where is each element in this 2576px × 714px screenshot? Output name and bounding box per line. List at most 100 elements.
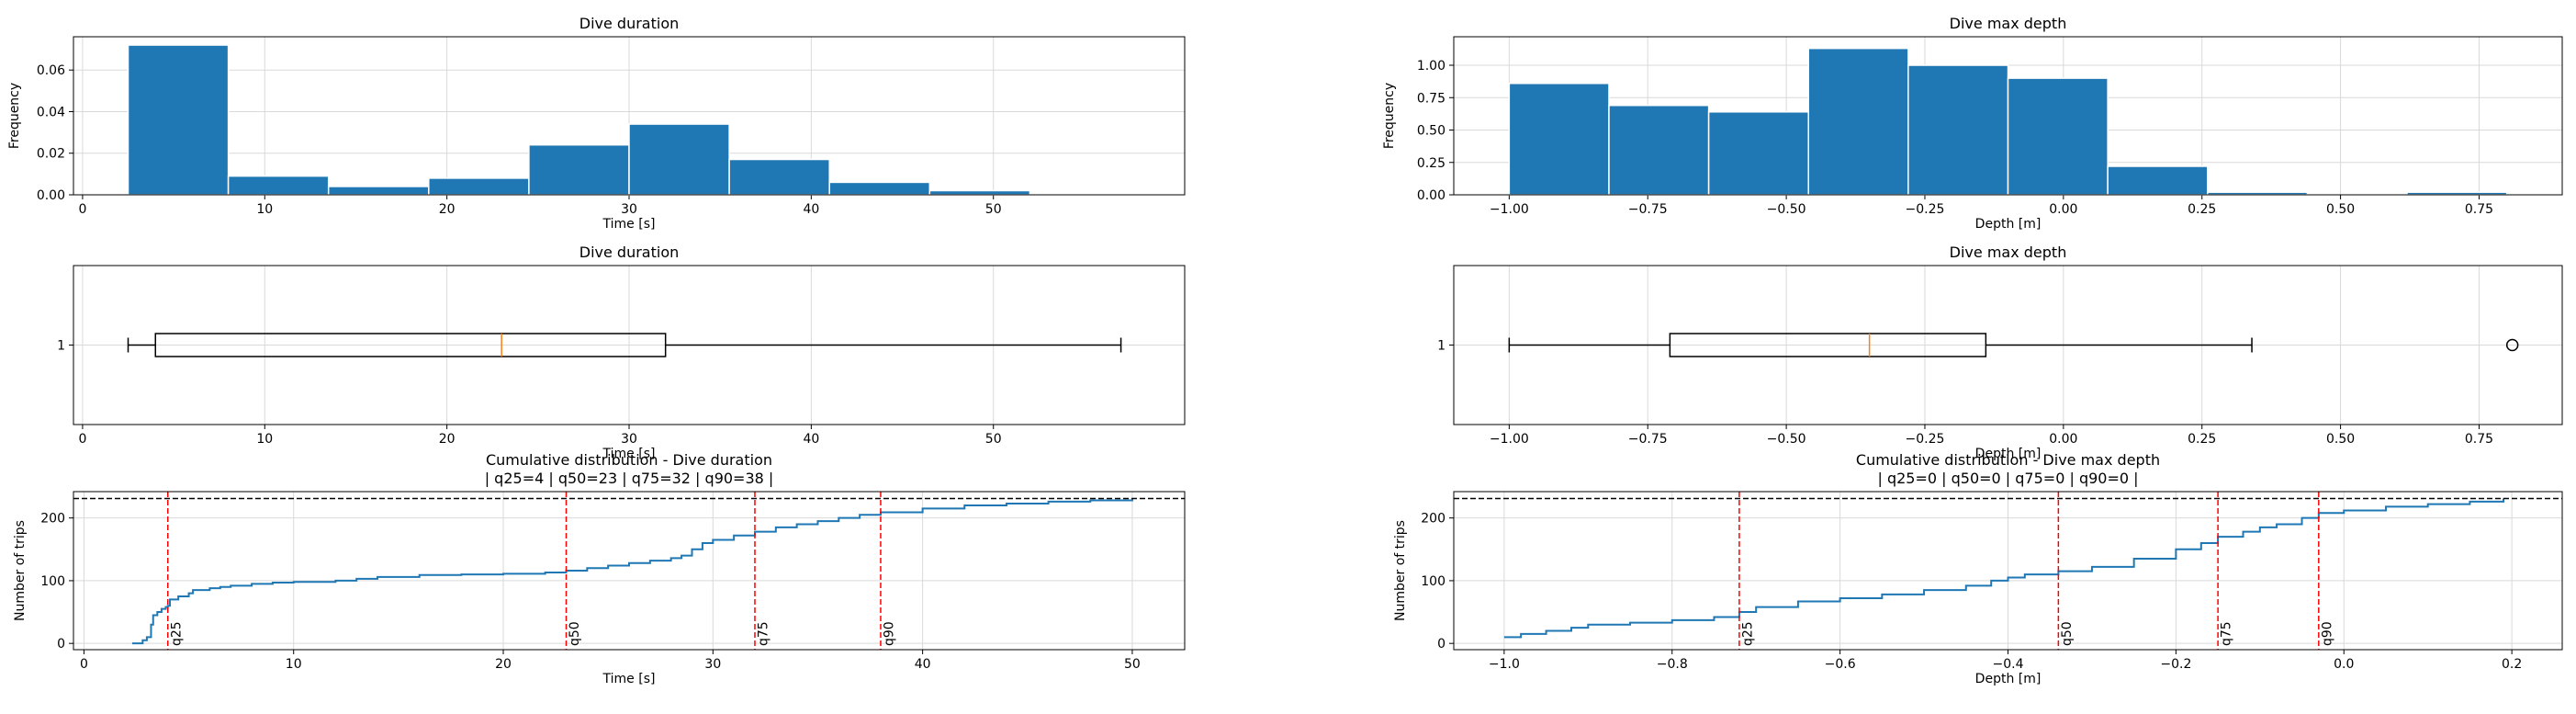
- x-tick-label: 0.00: [2049, 202, 2077, 217]
- x-tick-label: −0.4: [1993, 657, 2024, 672]
- x-tick-label: 0.25: [2188, 432, 2216, 447]
- x-tick-label: −0.50: [1767, 202, 1806, 217]
- plot-frame: [1453, 265, 2563, 425]
- histogram-bar: [728, 158, 830, 196]
- histogram-bar: [528, 143, 630, 196]
- x-tick-label: 0.0: [2334, 657, 2354, 672]
- y-tick-label: 100: [40, 574, 65, 589]
- histogram-bar: [1707, 111, 1809, 196]
- quantile-label: q50: [2060, 621, 2075, 646]
- x-tick-label: −0.75: [1628, 202, 1668, 217]
- x-tick-label: −0.2: [2160, 657, 2191, 672]
- box-outlier: [2505, 338, 2519, 352]
- y-tick-label: 0.04: [37, 105, 65, 119]
- y-axis-label: Frequency: [1382, 83, 1397, 149]
- x-axis-label: Time [s]: [602, 447, 656, 461]
- histogram-bar: [227, 175, 330, 196]
- x-tick-label: −1.0: [1489, 657, 1520, 672]
- x-tick-label: −1.00: [1490, 432, 1529, 447]
- x-tick-label: 0.25: [2188, 202, 2216, 217]
- x-axis-label: Depth [m]: [1975, 672, 2042, 686]
- quantile-label: q25: [169, 621, 184, 646]
- plot-frame: [73, 265, 1186, 425]
- y-tick-label: 100: [1421, 574, 1445, 589]
- x-tick-label: 0.75: [2465, 432, 2493, 447]
- histogram-bar: [1608, 104, 1710, 196]
- x-tick-label: 50: [1124, 657, 1141, 672]
- x-tick-label: 20: [439, 432, 456, 447]
- box-iqr: [1669, 333, 1987, 357]
- x-tick-label: −0.6: [1825, 657, 1856, 672]
- y-tick-label: 1: [57, 339, 65, 354]
- x-tick-label: 30: [621, 432, 637, 447]
- histogram-bar: [1907, 64, 2009, 196]
- x-tick-label: −0.50: [1767, 432, 1806, 447]
- chart-title: Cumulative distribution - Dive duration: [486, 451, 772, 469]
- x-tick-label: 40: [803, 432, 819, 447]
- quantile-label: q90: [2320, 621, 2334, 646]
- histogram-bar: [928, 189, 1031, 196]
- x-tick-label: 0.50: [2326, 432, 2355, 447]
- plot-frame: [1453, 491, 2563, 651]
- plot-frame: [1453, 36, 2563, 196]
- x-tick-label: 0: [78, 432, 86, 447]
- x-axis-label: Time [s]: [602, 672, 656, 686]
- x-tick-label: 20: [439, 202, 456, 217]
- quantile-label: q25: [1740, 621, 1755, 646]
- quantile-label: q75: [2220, 621, 2234, 646]
- histogram-bar: [327, 186, 430, 196]
- y-axis-label: Number of trips: [1393, 520, 1408, 621]
- chart-title: Dive max depth: [1950, 244, 2067, 261]
- x-tick-label: 10: [286, 657, 302, 672]
- y-tick-label: 1: [1437, 339, 1445, 354]
- histogram-bar: [1807, 47, 1909, 196]
- x-tick-label: −0.75: [1628, 432, 1668, 447]
- y-tick-label: 0.25: [1417, 156, 1445, 171]
- y-tick-label: 1.00: [1417, 59, 1445, 74]
- x-tick-label: 20: [495, 657, 512, 672]
- x-tick-label: −0.25: [1906, 432, 1945, 447]
- box-iqr: [154, 333, 667, 357]
- histogram-bar: [628, 123, 730, 196]
- x-tick-label: 30: [621, 202, 637, 217]
- plot-frame: [73, 491, 1186, 651]
- chart-subtitle: | q25=0 | q50=0 | q75=0 | q90=0 |: [1877, 470, 2138, 487]
- y-tick-label: 0.75: [1417, 91, 1445, 106]
- x-tick-label: 10: [256, 202, 273, 217]
- cdf_depth-panel: −1.0 −0.8 −0.6 −0.4 −0.2 0.0 0.2 0 100 200 Cumulat…: [1393, 451, 2563, 686]
- y-tick-label: 0.06: [37, 63, 65, 78]
- y-tick-label: 0.02: [37, 147, 65, 162]
- x-tick-label: 0: [80, 657, 88, 672]
- x-axis-label: Depth [m]: [1975, 217, 2042, 232]
- box_duration-panel: 0 10 20 30 40 50 Dive duration Time [s] 1: [57, 244, 1186, 461]
- chart-title: Dive max depth: [1950, 15, 2067, 32]
- histogram-bar: [428, 177, 530, 196]
- quantile-label: q50: [568, 621, 582, 646]
- quantile-label: q75: [757, 621, 771, 646]
- x-tick-label: 40: [803, 202, 819, 217]
- x-tick-label: 40: [915, 657, 931, 672]
- chart-title: Cumulative distribution - Dive max depth: [1856, 451, 2160, 469]
- y-tick-label: 0: [1437, 637, 1445, 652]
- box_depth-panel: −1.00 −0.75 −0.50 −0.25 0.00 0.25 0.50 0.75 Dive…: [1437, 244, 2563, 461]
- x-tick-label: 0.00: [2049, 432, 2077, 447]
- chart-title: Dive duration: [579, 244, 680, 261]
- x-tick-label: −0.25: [1906, 202, 1945, 217]
- histogram-bar: [828, 181, 931, 196]
- hist_duration-panel: 0 10 20 30 40 50 0.00 0.02 0.04 0.06 Dive duration…: [7, 15, 1186, 232]
- plot-frame: [73, 36, 1186, 196]
- x-tick-label: 30: [704, 657, 721, 672]
- x-tick-label: 50: [985, 202, 1002, 217]
- x-tick-label: 0.2: [2502, 657, 2522, 672]
- histogram-bar: [127, 44, 230, 196]
- y-axis-label: Frequency: [7, 83, 22, 149]
- cdf_duration-panel: 0 10 20 30 40 50 0 100 200 Cumulative distributio…: [13, 451, 1186, 686]
- histogram-bar: [2107, 165, 2209, 196]
- y-tick-label: 0.00: [37, 188, 65, 203]
- x-tick-label: 50: [985, 432, 1002, 447]
- histogram-bar: [1508, 83, 1610, 196]
- cumulative-line: [1503, 498, 2504, 639]
- y-tick-label: 200: [1421, 512, 1445, 527]
- cumulative-line: [131, 498, 1133, 645]
